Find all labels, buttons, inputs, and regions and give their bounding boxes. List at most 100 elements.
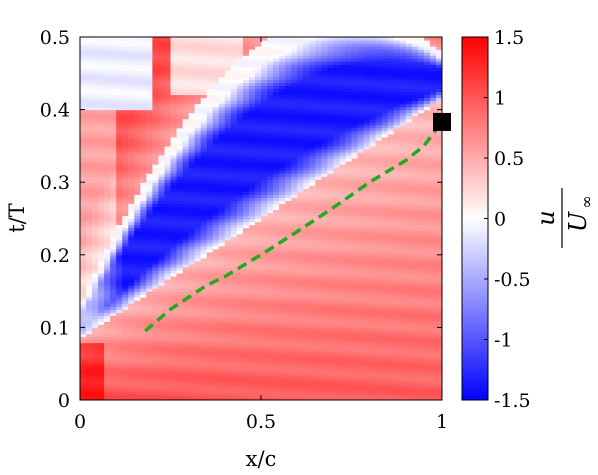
field-cell (146, 164, 153, 168)
field-cell (194, 242, 202, 247)
field-cell (212, 40, 220, 44)
field-cell (218, 279, 226, 283)
field-cell (134, 297, 141, 301)
field-cell (285, 176, 292, 180)
field-cell (321, 188, 328, 192)
field-cell (303, 173, 310, 177)
field-cell (218, 306, 226, 310)
field-cell (128, 360, 135, 365)
field-cell (315, 282, 322, 286)
field-cell (261, 248, 268, 253)
field-cell (248, 130, 256, 135)
field-cell (152, 218, 160, 223)
field-cell (134, 396, 141, 400)
field-cell (279, 130, 286, 135)
field-cell (188, 248, 196, 253)
field-cell (230, 112, 238, 117)
field-cell (86, 97, 93, 102)
field-cell (92, 55, 99, 59)
field-cell (261, 112, 268, 117)
field-cell (182, 233, 190, 238)
field-cell (116, 182, 123, 186)
field-cell (80, 257, 87, 262)
field-cell (261, 161, 268, 165)
field-cell (261, 360, 268, 365)
field-cell (315, 151, 322, 156)
field-cell (182, 300, 190, 304)
field-cell (242, 164, 250, 168)
field-cell (242, 315, 250, 319)
field-cell (297, 387, 304, 392)
field-cell (152, 288, 160, 292)
field-cell (291, 106, 298, 111)
field-cell (248, 324, 256, 329)
field-cell (297, 179, 304, 183)
field-cell (267, 82, 274, 87)
field-cell (200, 381, 208, 386)
field-cell (98, 55, 105, 59)
field-cell (164, 297, 172, 301)
field-cell (110, 46, 117, 50)
field-cell (279, 348, 286, 353)
field-cell (134, 58, 141, 62)
field-cell (309, 209, 316, 214)
field-cell (188, 282, 196, 286)
field-cell (212, 363, 220, 368)
field-cell (297, 257, 304, 262)
field-cell (212, 109, 220, 114)
field-cell (206, 288, 214, 292)
field-cell (86, 67, 93, 71)
field-cell (206, 212, 214, 217)
field-cell (224, 294, 232, 298)
field-cell (80, 303, 87, 307)
field-cell (86, 345, 93, 350)
field-cell (297, 300, 304, 304)
field-cell (291, 251, 298, 256)
field-cell (309, 248, 316, 253)
field-cell (110, 130, 117, 135)
field-cell (212, 148, 220, 153)
field-cell (327, 269, 334, 274)
field-cell (146, 242, 153, 247)
field-cell (200, 378, 208, 383)
field-cell (291, 266, 298, 271)
field-cell (279, 245, 286, 250)
field-cell (309, 46, 316, 50)
field-cell (303, 133, 310, 138)
field-cell (116, 245, 123, 250)
field-cell (273, 121, 280, 126)
field-cell (86, 182, 93, 186)
field-cell (182, 351, 190, 356)
field-cell (152, 303, 160, 307)
field-cell (152, 67, 160, 71)
field-cell (98, 330, 105, 335)
field-cell (152, 248, 160, 253)
field-cell (86, 318, 93, 322)
field-cell (80, 227, 87, 232)
field-cell (206, 393, 214, 398)
field-cell (170, 387, 178, 392)
field-cell (182, 360, 190, 365)
field-cell (80, 372, 87, 377)
field-cell (218, 55, 226, 59)
field-cell (92, 218, 99, 223)
field-cell (285, 124, 292, 129)
field-cell (98, 100, 105, 105)
field-cell (236, 357, 244, 362)
field-cell (92, 348, 99, 353)
field-cell (176, 242, 184, 247)
field-cell (321, 148, 328, 153)
field-cell (206, 79, 214, 83)
field-cell (146, 230, 153, 235)
field-cell (152, 115, 160, 120)
field-cell (110, 188, 117, 192)
field-cell (273, 300, 280, 304)
field-cell (152, 230, 160, 235)
field-cell (128, 318, 135, 322)
field-cell (285, 336, 292, 341)
field-cell (140, 49, 147, 53)
field-cell (92, 260, 99, 265)
field-cell (128, 224, 135, 229)
field-cell (297, 357, 304, 362)
field-cell (188, 79, 196, 83)
